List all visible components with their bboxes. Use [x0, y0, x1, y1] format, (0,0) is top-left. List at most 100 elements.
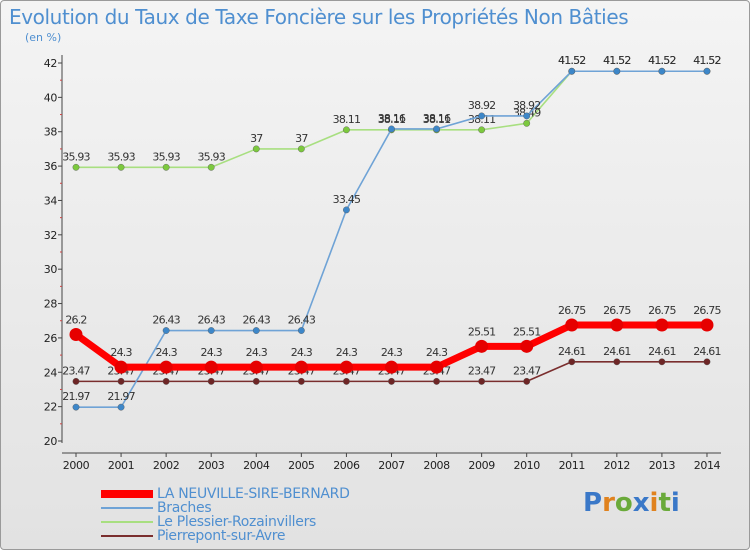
- data-point: [568, 358, 576, 366]
- legend-swatch: [101, 507, 153, 509]
- data-point: [297, 145, 305, 153]
- data-label: 25.51: [513, 325, 541, 338]
- data-point: [117, 403, 125, 411]
- data-label: 35.93: [152, 150, 180, 163]
- data-label: 38.92: [513, 99, 541, 112]
- proxiti-logo: Proxiti: [583, 488, 680, 518]
- y-tick-label: 24: [44, 366, 58, 379]
- data-label: 41.52: [558, 54, 586, 67]
- legend-label: Pierrepont-sur-Avre: [157, 528, 286, 544]
- legend-item: Le Plessier-Rozainvillers: [101, 514, 317, 530]
- data-label: 35.93: [107, 150, 135, 163]
- data-label: 41.52: [693, 54, 721, 67]
- legend-label: Braches: [157, 500, 212, 516]
- data-label: 26.75: [603, 304, 631, 317]
- y-tick-label: 36: [44, 160, 58, 173]
- data-label: 24.3: [110, 346, 132, 359]
- y-tick-label: 28: [44, 298, 58, 311]
- data-label: 24.3: [246, 346, 268, 359]
- data-point: [297, 327, 305, 334]
- y-tick-label: 40: [44, 91, 58, 104]
- y-tick-label: 42: [44, 57, 57, 70]
- data-point: [252, 145, 260, 153]
- x-tick-label: 2007: [378, 459, 405, 472]
- legend-item: Braches: [101, 500, 212, 516]
- x-tick-label: 2010: [513, 459, 540, 472]
- data-point: [388, 125, 395, 133]
- data-point: [523, 119, 531, 127]
- legend-label: LA NEUVILLE-SIRE-BERNARD: [157, 486, 350, 502]
- data-label: 24.3: [201, 346, 223, 359]
- x-tick-label: 2012: [604, 459, 630, 472]
- data-label: 24.61: [558, 345, 586, 358]
- x-tick-label: 2004: [243, 459, 270, 472]
- data-point: [72, 163, 80, 171]
- data-label: 23.47: [468, 364, 496, 377]
- data-point: [478, 126, 486, 134]
- data-label: 41.52: [603, 54, 631, 67]
- logo-letter: t: [658, 488, 671, 518]
- data-label: 24.61: [603, 345, 631, 358]
- data-label: 38.16: [423, 112, 451, 125]
- data-point: [207, 327, 215, 334]
- data-point: [117, 163, 125, 171]
- series-group: 26.2 24.3 24.3 24.3 24.3 24.3 24.3 24.3 24.3 25.5…: [65, 304, 722, 374]
- data-point: [117, 377, 125, 385]
- data-label: 35.93: [197, 150, 225, 163]
- y-tick-label: 30: [44, 263, 58, 276]
- y-tick-label: 34: [44, 194, 58, 207]
- data-point: [162, 327, 170, 334]
- data-label: 38.11: [378, 113, 406, 126]
- chart-subtitle: (en %): [25, 31, 62, 44]
- data-point: [478, 112, 486, 120]
- data-point: [72, 377, 80, 385]
- data-point: [114, 360, 128, 374]
- data-point: [204, 360, 218, 374]
- x-tick-label: 2003: [198, 459, 225, 472]
- data-label: 38.92: [468, 99, 496, 112]
- logo-letter: x: [632, 488, 650, 518]
- data-label: 25.51: [468, 325, 496, 338]
- data-point: [207, 377, 215, 385]
- data-label: 23.47: [513, 364, 541, 377]
- data-point: [613, 67, 621, 75]
- x-tick-label: 2006: [333, 459, 360, 472]
- data-point: [658, 358, 666, 366]
- data-label: 26.75: [693, 304, 721, 317]
- data-point: [430, 360, 444, 374]
- y-tick-label: 26: [44, 332, 58, 345]
- data-point: [523, 112, 531, 120]
- data-label: 26.75: [648, 304, 676, 317]
- data-point: [568, 67, 576, 75]
- data-label: 26.43: [243, 314, 271, 327]
- data-label: 41.52: [648, 54, 676, 67]
- x-tick-label: 2008: [423, 459, 450, 472]
- legend-label: Le Plessier-Rozainvillers: [157, 514, 317, 530]
- data-point: [72, 403, 80, 411]
- data-label: 24.3: [381, 346, 403, 359]
- data-label: 41.52: [693, 54, 721, 67]
- data-label: 35.93: [62, 150, 90, 163]
- data-label: 24.61: [648, 345, 676, 358]
- data-label: 24.3: [291, 346, 313, 359]
- legend-swatch: [101, 535, 153, 537]
- y-tick-label: 38: [44, 126, 58, 139]
- data-point: [613, 358, 621, 366]
- data-point: [388, 377, 395, 385]
- data-label: 41.52: [648, 54, 676, 67]
- data-point: [162, 163, 170, 171]
- data-label: 26.43: [197, 314, 225, 327]
- data-label: 38.11: [423, 113, 451, 126]
- x-tick-label: 2001: [108, 459, 134, 472]
- data-point: [294, 360, 308, 374]
- data-label: 24.61: [693, 345, 721, 358]
- data-point: [343, 206, 350, 214]
- data-label: 33.45: [333, 193, 361, 206]
- logo-letter: P: [583, 488, 603, 518]
- x-tick-label: 2009: [468, 459, 495, 472]
- data-point: [475, 339, 489, 353]
- legend-swatch: [101, 521, 153, 523]
- data-point: [703, 358, 711, 366]
- data-point: [252, 377, 260, 385]
- logo-letter: o: [614, 488, 633, 518]
